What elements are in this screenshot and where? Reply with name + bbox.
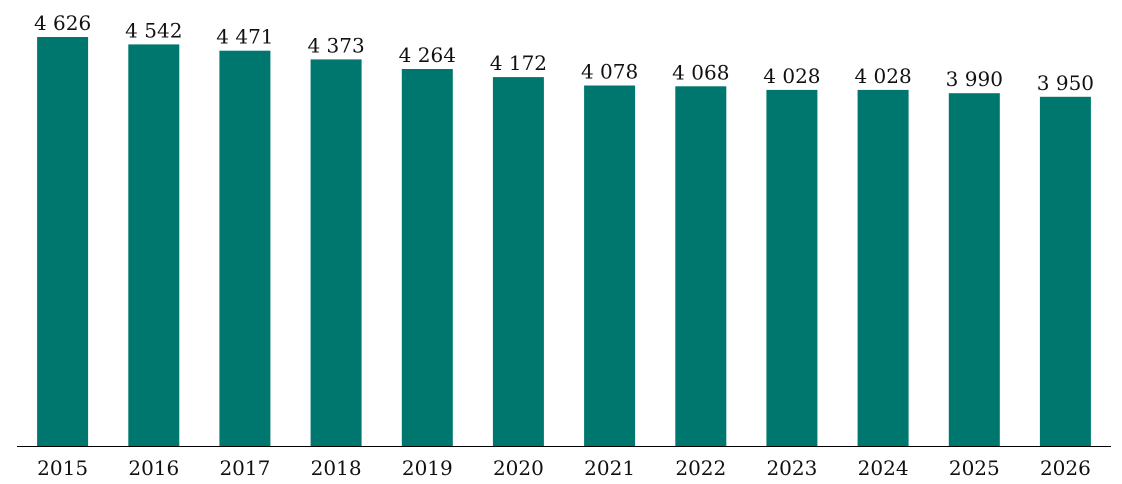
bar-2025 <box>948 93 1000 446</box>
value-label-2015: 4 626 <box>34 11 91 35</box>
value-label-2019: 4 264 <box>399 43 456 67</box>
bars-group <box>37 37 1091 447</box>
x-tick-label-2022: 2022 <box>675 456 726 480</box>
x-tick-label-2016: 2016 <box>128 456 179 480</box>
bar-2024 <box>857 89 909 447</box>
bar-2020 <box>492 77 544 446</box>
x-tick-label-2019: 2019 <box>402 456 453 480</box>
value-label-2023: 4 028 <box>763 64 820 88</box>
bar-2022 <box>675 86 727 447</box>
value-label-2022: 4 068 <box>672 60 729 84</box>
value-label-2021: 4 078 <box>581 60 638 84</box>
value-label-2017: 4 471 <box>216 25 273 49</box>
value-label-2025: 3 990 <box>946 67 1003 91</box>
bar-2016 <box>128 44 180 447</box>
x-tick-label-2023: 2023 <box>766 456 817 480</box>
bar-2026 <box>1039 96 1091 447</box>
x-tick-labels-group: 2015 2016 2017 2018 2019 2020 2021 2022 2023 2024… <box>37 456 1091 480</box>
x-tick-label-2026: 2026 <box>1040 456 1091 480</box>
value-labels-group: 4 626 4 542 4 471 4 373 4 264 4 172 4 078 4 068… <box>34 11 1094 95</box>
bar-2019 <box>401 69 453 446</box>
value-label-2018: 4 373 <box>307 33 364 57</box>
bar-2021 <box>584 85 636 446</box>
x-tick-label-2017: 2017 <box>219 456 270 480</box>
x-tick-label-2024: 2024 <box>858 456 909 480</box>
bar-2018 <box>310 59 362 447</box>
value-label-2026: 3 950 <box>1037 71 1094 95</box>
x-tick-label-2015: 2015 <box>37 456 88 480</box>
x-tick-label-2025: 2025 <box>949 456 1000 480</box>
value-label-2024: 4 028 <box>854 64 911 88</box>
bar-2023 <box>766 89 818 447</box>
value-label-2016: 4 542 <box>125 18 182 42</box>
x-tick-label-2020: 2020 <box>493 456 544 480</box>
x-tick-label-2018: 2018 <box>311 456 362 480</box>
bar-2017 <box>219 50 271 446</box>
bar-2015 <box>37 37 89 446</box>
value-label-2020: 4 172 <box>490 51 547 75</box>
x-tick-label-2021: 2021 <box>584 456 635 480</box>
